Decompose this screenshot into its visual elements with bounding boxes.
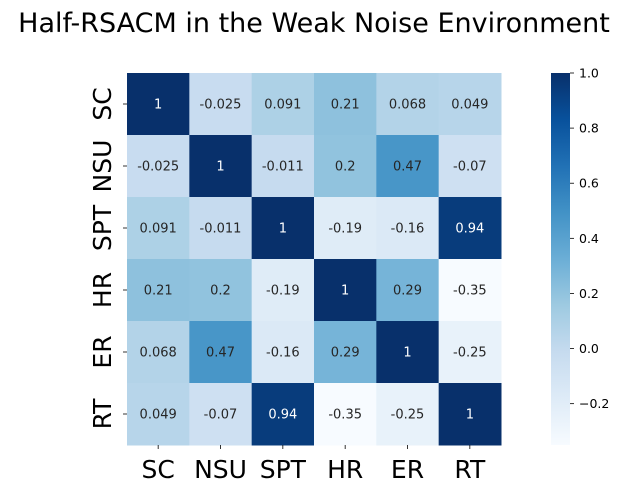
colorbar-tick-label: 0.4 xyxy=(579,231,599,246)
colorbar-tick-label: 0.2 xyxy=(579,286,599,301)
cell-value-label: 0.049 xyxy=(140,408,177,423)
colorbar-tick-label: 0.0 xyxy=(579,341,599,356)
heatmap-cell xyxy=(376,197,440,260)
heatmap-cell xyxy=(314,383,377,446)
cell-value-label: 0.2 xyxy=(335,160,356,175)
heatmap-cell xyxy=(314,259,377,322)
cell-value-label: -0.07 xyxy=(204,408,238,423)
y-tick-label: SPT xyxy=(88,204,117,251)
cell-value-label: -0.25 xyxy=(453,346,487,361)
cell-value-label: 1 xyxy=(466,408,474,423)
heatmap-cell xyxy=(314,73,377,136)
cell-value-label: 0.091 xyxy=(140,222,177,237)
heatmap-cell xyxy=(376,383,440,446)
x-tick-label: SC xyxy=(142,455,175,484)
cell-value-label: -0.025 xyxy=(200,98,242,113)
heatmap-cell xyxy=(438,383,502,446)
cell-value-label: 1 xyxy=(279,222,287,237)
heatmap-cell xyxy=(314,197,377,260)
x-tick-label: HR xyxy=(327,455,363,484)
cell-value-label: 0.068 xyxy=(140,346,177,361)
heatmap-cell xyxy=(251,197,315,260)
cell-value-label: 0.47 xyxy=(206,346,235,361)
cell-value-label: 1 xyxy=(341,284,349,299)
cell-value-label: -0.011 xyxy=(200,222,242,237)
heatmap-cell xyxy=(127,73,190,136)
colorbar: 1.0 0.8 0.6 0.4 0.2 0.0 −0.2 xyxy=(551,66,609,445)
colorbar-tick-label: 1.0 xyxy=(579,66,599,81)
cell-value-label: -0.35 xyxy=(328,408,362,423)
cell-value-label: 0.29 xyxy=(331,346,360,361)
heatmap-cell xyxy=(251,259,315,322)
x-tick-label: SPT xyxy=(260,455,307,484)
cell-value-label: 0.091 xyxy=(264,98,301,113)
heatmap-cell xyxy=(127,197,190,260)
colorbar-gradient xyxy=(551,73,570,445)
heatmap-cell xyxy=(189,259,253,322)
heatmap-cell xyxy=(189,321,253,384)
cell-value-label: 0.21 xyxy=(331,98,360,113)
cell-value-label: 1 xyxy=(403,346,411,361)
heatmap-cell xyxy=(189,73,253,136)
cell-value-label: 0.049 xyxy=(451,98,488,113)
heatmap-cell xyxy=(438,73,502,136)
heatmap-cell xyxy=(127,135,190,198)
cell-value-label: -0.011 xyxy=(262,160,304,175)
cell-value-label: -0.19 xyxy=(328,222,362,237)
heatmap-cell xyxy=(314,321,377,384)
x-tick-label: ER xyxy=(391,455,424,484)
y-tick-label: SC xyxy=(88,87,117,120)
cell-value-label: 0.94 xyxy=(268,408,297,423)
colorbar-tick-label: 0.6 xyxy=(579,176,599,191)
heatmap-cell xyxy=(251,383,315,446)
colorbar-tick-label: 0.8 xyxy=(579,121,599,136)
heatmap-cell xyxy=(251,73,315,136)
heatmap-cell xyxy=(251,135,315,198)
cell-value-label: -0.16 xyxy=(391,222,425,237)
heatmap-cell xyxy=(127,383,190,446)
cell-value-label: 0.47 xyxy=(393,160,422,175)
cell-value-label: -0.07 xyxy=(453,160,487,175)
x-tick-label: NSU xyxy=(194,455,247,484)
cell-value-label: 0.29 xyxy=(393,284,422,299)
x-axis-ticks: SC NSU SPT HR ER RT xyxy=(142,445,486,484)
x-tick-label: RT xyxy=(454,455,486,484)
heatmap-cell xyxy=(376,135,440,198)
heatmap-cell xyxy=(438,259,502,322)
chart-title: Half-RSACM in the Weak Noise Environment xyxy=(18,8,610,39)
cell-value-label: 0.068 xyxy=(389,98,426,113)
y-tick-label: RT xyxy=(88,398,117,430)
cell-value-label: -0.25 xyxy=(391,408,425,423)
colorbar-tick-label: −0.2 xyxy=(579,396,609,411)
heatmap-cell xyxy=(189,135,253,198)
heatmap-cell xyxy=(251,321,315,384)
cell-value-label: -0.025 xyxy=(137,160,179,175)
cell-value-label: 1 xyxy=(154,98,162,113)
cell-value-label: 0.2 xyxy=(210,284,231,299)
y-tick-label: HR xyxy=(88,272,117,308)
cell-value-label: -0.16 xyxy=(266,346,300,361)
cell-value-label: -0.35 xyxy=(453,284,487,299)
heatmap-cell xyxy=(189,383,253,446)
y-axis-ticks: SC NSU SPT HR ER RT xyxy=(88,87,127,429)
heatmap-cell xyxy=(376,259,440,322)
cell-value-label: -0.19 xyxy=(266,284,300,299)
heatmap-cell xyxy=(438,197,502,260)
heatmap-cell xyxy=(189,197,253,260)
heatmap-cell xyxy=(376,321,440,384)
cell-value-label: 0.21 xyxy=(144,284,173,299)
heatmap-cell xyxy=(438,135,502,198)
heatmap-cells: 1 -0.025 0.091 0.21 0.068 0.049-0.025 1 -0.011 0… xyxy=(127,73,502,446)
cell-value-label: 0.94 xyxy=(455,222,484,237)
heatmap-cell xyxy=(438,321,502,384)
heatmap-cell xyxy=(314,135,377,198)
y-tick-label: ER xyxy=(88,335,117,368)
cell-value-label: 1 xyxy=(216,160,224,175)
heatmap-cell xyxy=(127,259,190,322)
y-tick-label: NSU xyxy=(88,140,117,193)
heatmap-cell xyxy=(376,73,440,136)
heatmap-cell xyxy=(127,321,190,384)
